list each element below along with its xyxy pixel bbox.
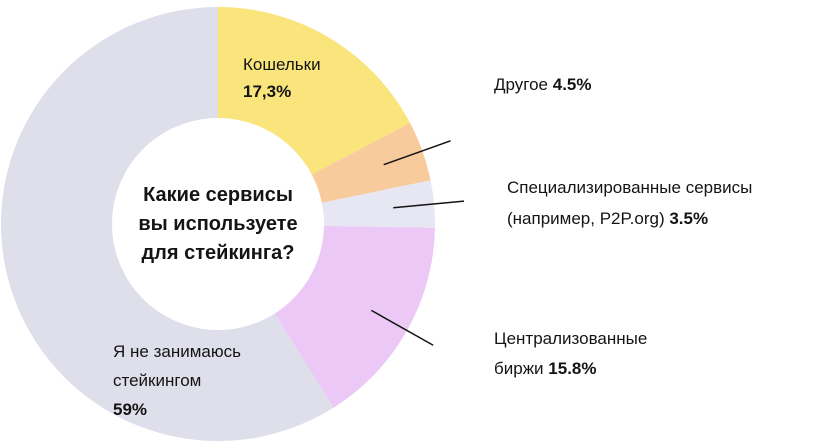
- label-centralized-exchanges: Централизованные биржи 15.8%: [494, 324, 647, 384]
- label-other-name: Другое: [494, 75, 549, 94]
- label-wallets-name: Кошельки: [243, 55, 321, 74]
- label-centralized-line-1: Централизованные: [494, 329, 648, 348]
- segment-no-staking: [1, 7, 334, 442]
- chart-question: Какие сервисы вы используете для стейкин…: [116, 181, 320, 268]
- label-no-staking: Я не занимаюсь стейкингом 59%: [113, 337, 241, 424]
- label-specialized-line-1: Специализированные сервисы: [507, 178, 753, 197]
- label-no-staking-line-1: Я не занимаюсь: [113, 342, 241, 361]
- label-specialized-value: 3.5%: [669, 209, 709, 228]
- segment-specialized-services: [321, 180, 436, 228]
- leader-line-specialized-services: [393, 200, 465, 209]
- label-no-staking-value: 59%: [113, 400, 148, 419]
- segment-other: [311, 122, 431, 203]
- label-wallets: Кошельки 17,3%: [243, 51, 321, 105]
- chart-question-line-1: Какие сервисы: [143, 184, 293, 206]
- leader-line-other: [383, 140, 451, 166]
- chart-question-line-2: вы используете: [138, 213, 298, 235]
- label-wallets-value: 17,3%: [243, 82, 292, 101]
- label-other: Другое 4.5%: [494, 71, 592, 99]
- label-no-staking-line-2: стейкингом: [113, 371, 202, 390]
- label-specialized-line-2: (например, P2P.org) 3.5%: [507, 203, 752, 234]
- label-centralized-value: 15.8%: [548, 359, 597, 378]
- segment-centralized-exchanges: [274, 225, 435, 408]
- label-specialized-services: Специализированные сервисы (например, P2…: [507, 172, 752, 234]
- leader-line-centralized-exchanges: [370, 309, 434, 346]
- chart-question-line-3: для стейкинга?: [141, 242, 295, 264]
- segment-wallets: [218, 7, 410, 175]
- label-specialized-note: (например, P2P.org): [507, 209, 665, 228]
- label-centralized-word: биржи: [494, 359, 544, 378]
- label-other-value: 4.5%: [552, 75, 592, 94]
- label-centralized-line-2: биржи 15.8%: [494, 354, 647, 384]
